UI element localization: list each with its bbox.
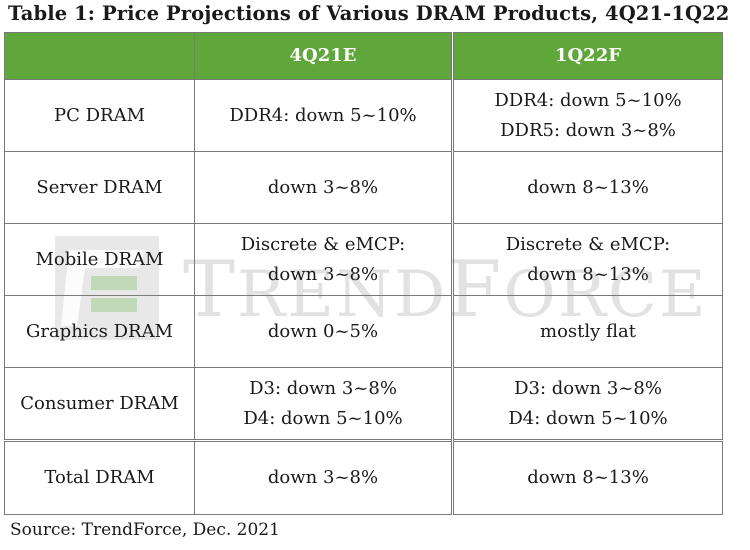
table-row: Consumer DRAM D3: down 3~8% D4: down 5~1…	[4, 367, 723, 441]
total-q4-cell: down 3~8%	[194, 439, 453, 515]
source-note: Source: TrendForce, Dec. 2021	[10, 520, 280, 540]
q4-cell: down 3~8%	[194, 151, 453, 224]
cell-line: down 8~13%	[527, 176, 649, 198]
header-cell-1q22f: 1Q22F	[451, 32, 723, 80]
q1-cell: D3: down 3~8% D4: down 5~10%	[451, 367, 723, 441]
cell-line: Discrete & eMCP:	[240, 233, 406, 255]
product-cell: Mobile DRAM	[4, 223, 195, 296]
total-q1-cell: down 8~13%	[451, 439, 723, 515]
table-row: Graphics DRAM down 0~5% mostly flat	[4, 295, 723, 368]
product-cell: PC DRAM	[4, 79, 195, 152]
q1-cell: Discrete & eMCP: down 8~13%	[451, 223, 723, 296]
table-row: Server DRAM down 3~8% down 8~13%	[4, 151, 723, 224]
q1-cell: mostly flat	[451, 295, 723, 368]
q1-cell: down 8~13%	[451, 151, 723, 224]
table-row: Mobile DRAM Discrete & eMCP: down 3~8% D…	[4, 223, 723, 296]
header-cell-blank	[4, 32, 195, 80]
cell-line: D3: down 3~8%	[514, 377, 662, 399]
q4-cell: Discrete & eMCP: down 3~8%	[194, 223, 453, 296]
cell-line: D4: down 5~10%	[243, 407, 403, 429]
price-projection-table: 4Q21E 1Q22F PC DRAM DDR4: down 5~10% DDR…	[4, 32, 723, 515]
cell-line: down 3~8%	[267, 176, 379, 198]
cell-line: Discrete & eMCP:	[505, 233, 671, 255]
cell-line: D4: down 5~10%	[508, 407, 668, 429]
q4-cell: DDR4: down 5~10%	[194, 79, 453, 152]
cell-line: down 8~13%	[527, 263, 649, 285]
total-row: Total DRAM down 3~8% down 8~13%	[4, 439, 723, 515]
q4-cell: down 0~5%	[194, 295, 453, 368]
product-cell: Server DRAM	[4, 151, 195, 224]
total-product-cell: Total DRAM	[4, 439, 195, 515]
q4-cell: D3: down 3~8% D4: down 5~10%	[194, 367, 453, 441]
q1-cell: DDR4: down 5~10% DDR5: down 3~8%	[451, 79, 723, 152]
cell-line: DDR4: down 5~10%	[494, 89, 682, 111]
cell-line: down 3~8%	[267, 263, 379, 285]
cell-line: down 0~5%	[267, 320, 379, 342]
product-cell: Graphics DRAM	[4, 295, 195, 368]
cell-line: mostly flat	[540, 320, 636, 342]
table-row: PC DRAM DDR4: down 5~10% DDR4: down 5~10…	[4, 79, 723, 152]
product-cell: Consumer DRAM	[4, 367, 195, 441]
header-cell-4q21e: 4Q21E	[194, 32, 453, 80]
table-title: Table 1: Price Projections of Various DR…	[8, 2, 730, 25]
cell-line: DDR5: down 3~8%	[500, 119, 676, 141]
cell-line: DDR4: down 5~10%	[229, 104, 417, 126]
table-header-row: 4Q21E 1Q22F	[4, 32, 723, 80]
cell-line: D3: down 3~8%	[249, 377, 397, 399]
